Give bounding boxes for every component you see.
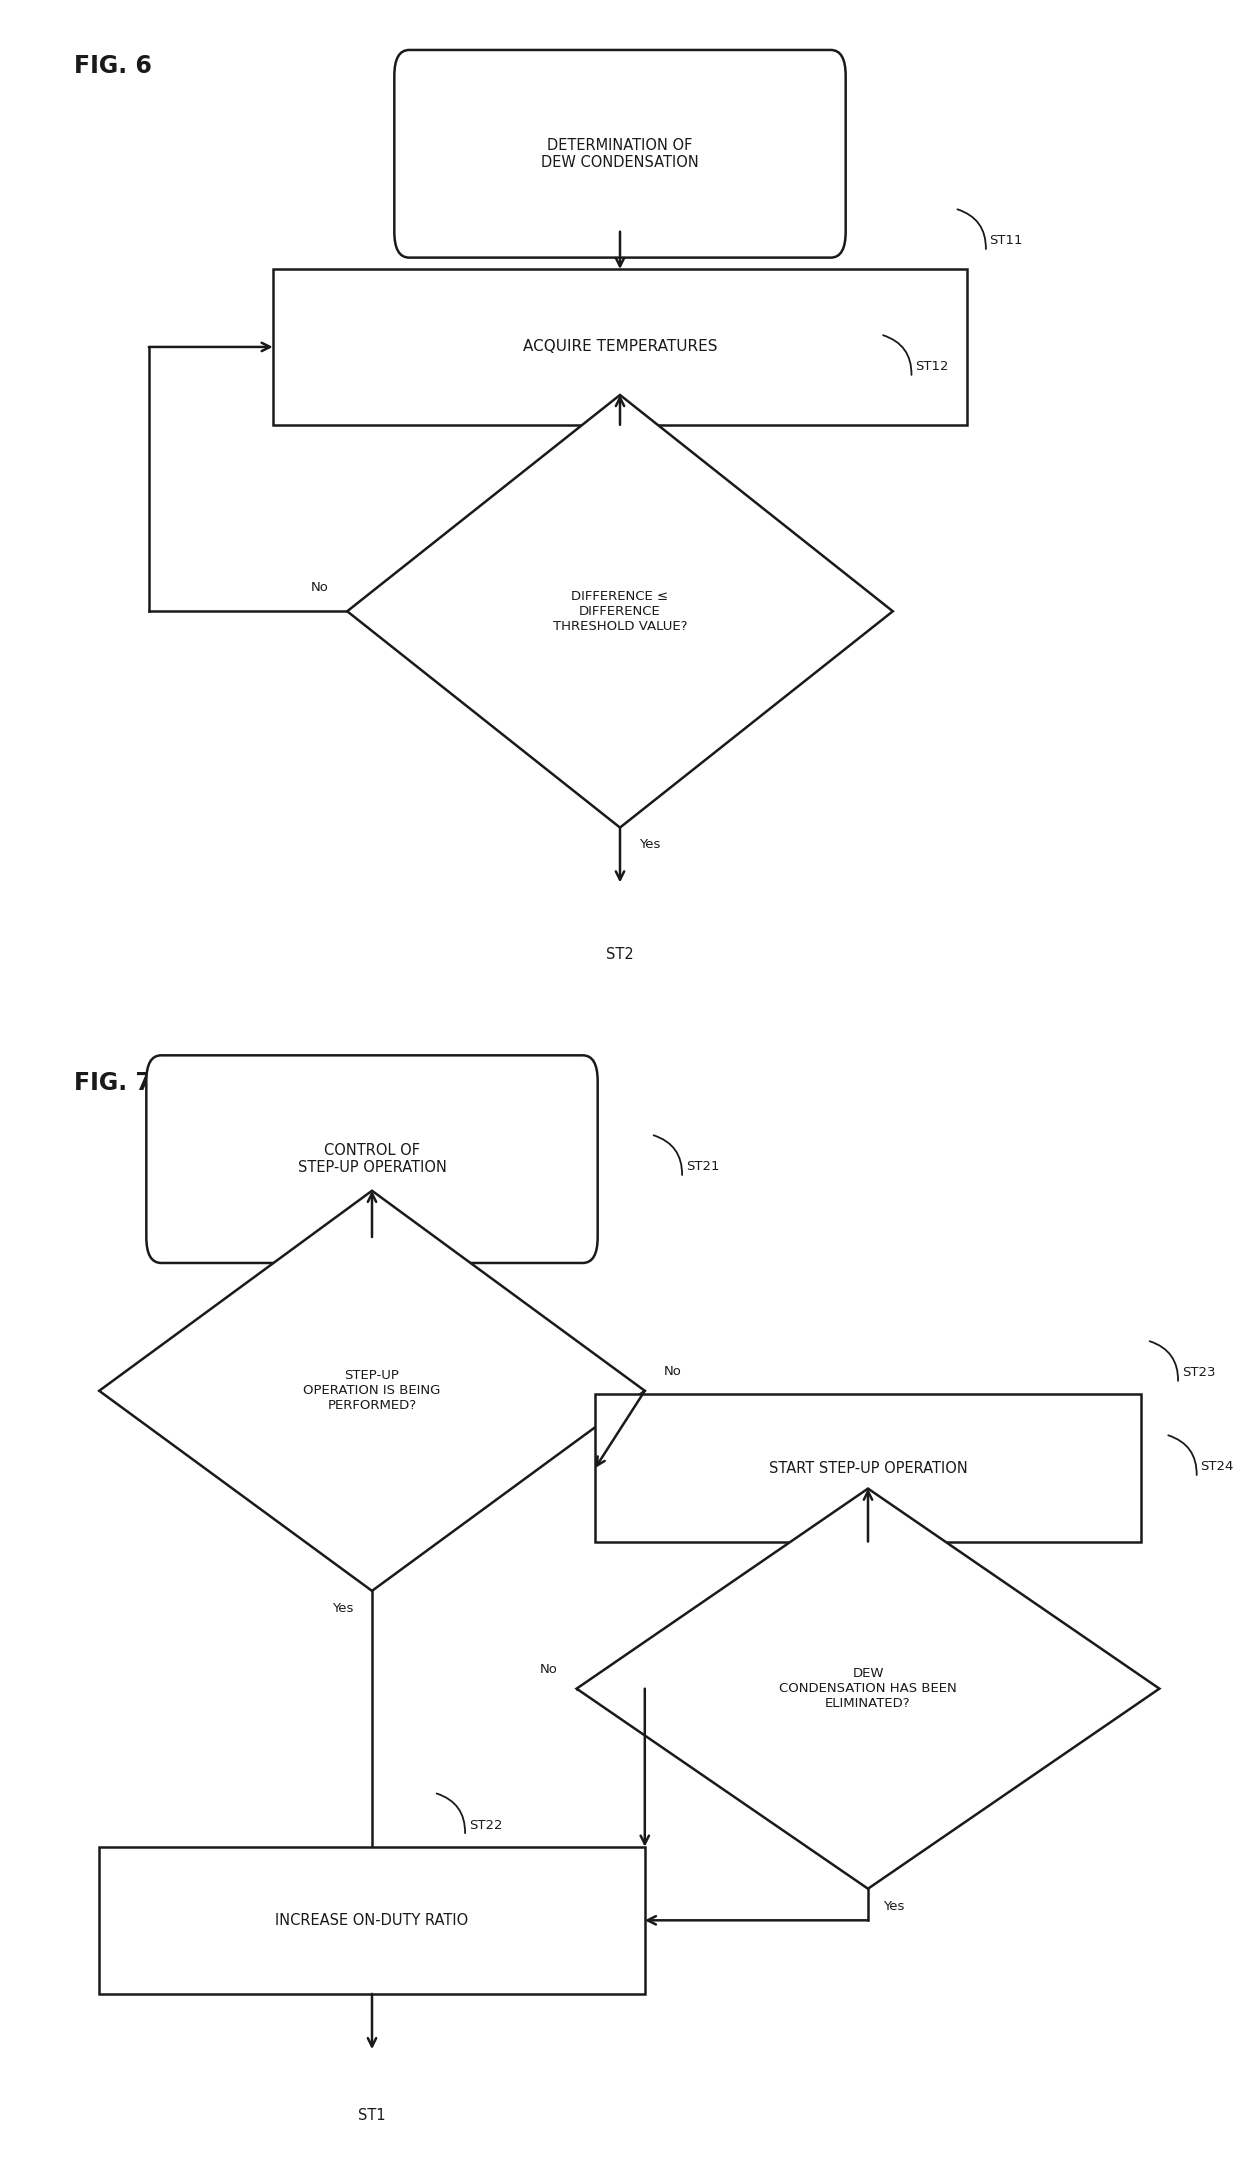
Text: ST24: ST24 [1200,1460,1234,1473]
Text: ST1: ST1 [358,2107,386,2122]
FancyBboxPatch shape [146,1056,598,1263]
Text: FIG. 6: FIG. 6 [74,54,153,78]
Text: ST12: ST12 [915,361,949,374]
Text: ST2: ST2 [606,947,634,963]
Bar [99,1847,645,1994]
Text: No: No [541,1663,558,1676]
Text: ST21: ST21 [686,1159,719,1172]
Text: DETERMINATION OF
DEW CONDENSATION: DETERMINATION OF DEW CONDENSATION [541,138,699,171]
Text: ST22: ST22 [469,1819,502,1832]
Polygon shape [347,396,893,828]
Text: Yes: Yes [639,839,660,852]
Text: DIFFERENCE ≤
DIFFERENCE
THRESHOLD VALUE?: DIFFERENCE ≤ DIFFERENCE THRESHOLD VALUE? [553,590,687,634]
Bar [273,268,967,424]
Text: START STEP-UP OPERATION: START STEP-UP OPERATION [769,1460,967,1475]
Bar [595,1395,1141,1542]
Text: Yes: Yes [332,1601,353,1616]
Text: ST23: ST23 [1182,1367,1215,1380]
Text: STEP-UP
OPERATION IS BEING
PERFORMED?: STEP-UP OPERATION IS BEING PERFORMED? [304,1369,440,1412]
Text: INCREASE ON-DUTY RATIO: INCREASE ON-DUTY RATIO [275,1912,469,1927]
Polygon shape [99,1190,645,1592]
Text: ACQUIRE TEMPERATURES: ACQUIRE TEMPERATURES [523,340,717,355]
Text: ST11: ST11 [990,234,1023,247]
Text: Yes: Yes [883,1899,904,1912]
Text: DEW
CONDENSATION HAS BEEN
ELIMINATED?: DEW CONDENSATION HAS BEEN ELIMINATED? [779,1668,957,1711]
Text: CONTROL OF
STEP-UP OPERATION: CONTROL OF STEP-UP OPERATION [298,1142,446,1175]
Polygon shape [577,1488,1159,1888]
FancyBboxPatch shape [394,50,846,257]
Text: FIG. 7: FIG. 7 [74,1071,153,1094]
Text: No: No [311,582,329,595]
Text: No: No [663,1365,681,1378]
